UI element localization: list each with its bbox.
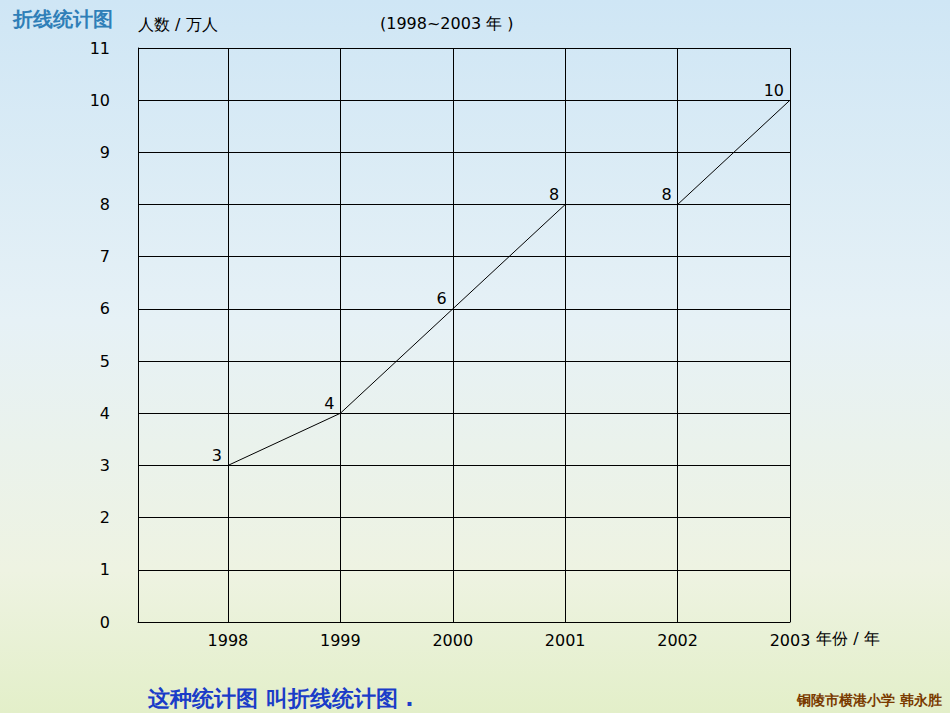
svg-text:2001: 2001	[545, 631, 586, 650]
svg-text:7: 7	[100, 247, 110, 266]
svg-text:8: 8	[100, 195, 110, 214]
svg-text:2: 2	[100, 508, 110, 527]
svg-text:2003: 2003	[770, 631, 811, 650]
svg-text:10: 10	[90, 91, 110, 110]
svg-text:6: 6	[437, 289, 447, 308]
svg-text:(1998~2003 年 ): (1998~2003 年 )	[380, 14, 514, 33]
svg-text:1: 1	[100, 560, 110, 579]
svg-text:9: 9	[100, 143, 110, 162]
svg-text:5: 5	[100, 352, 110, 371]
svg-text:这种统计图 叫折线统计图 .: 这种统计图 叫折线统计图 .	[148, 686, 414, 711]
svg-text:10: 10	[764, 81, 784, 100]
svg-text:3: 3	[100, 456, 110, 475]
svg-text:8: 8	[661, 185, 671, 204]
svg-text:4: 4	[100, 404, 110, 423]
svg-text:6: 6	[100, 299, 110, 318]
svg-text:人数 / 万人: 人数 / 万人	[138, 15, 218, 34]
svg-text:2000: 2000	[432, 631, 473, 650]
svg-text:11: 11	[90, 39, 110, 58]
svg-text:折线统计图: 折线统计图	[12, 7, 113, 31]
svg-text:年份 / 年: 年份 / 年	[816, 629, 880, 648]
svg-text:2002: 2002	[657, 631, 698, 650]
svg-text:1998: 1998	[208, 631, 249, 650]
svg-text:0: 0	[100, 613, 110, 632]
svg-text:1999: 1999	[320, 631, 361, 650]
svg-text:4: 4	[324, 394, 334, 413]
svg-text:铜陵市横港小学 韩永胜: 铜陵市横港小学 韩永胜	[796, 692, 942, 708]
svg-text:8: 8	[549, 185, 559, 204]
svg-text:3: 3	[212, 446, 222, 465]
